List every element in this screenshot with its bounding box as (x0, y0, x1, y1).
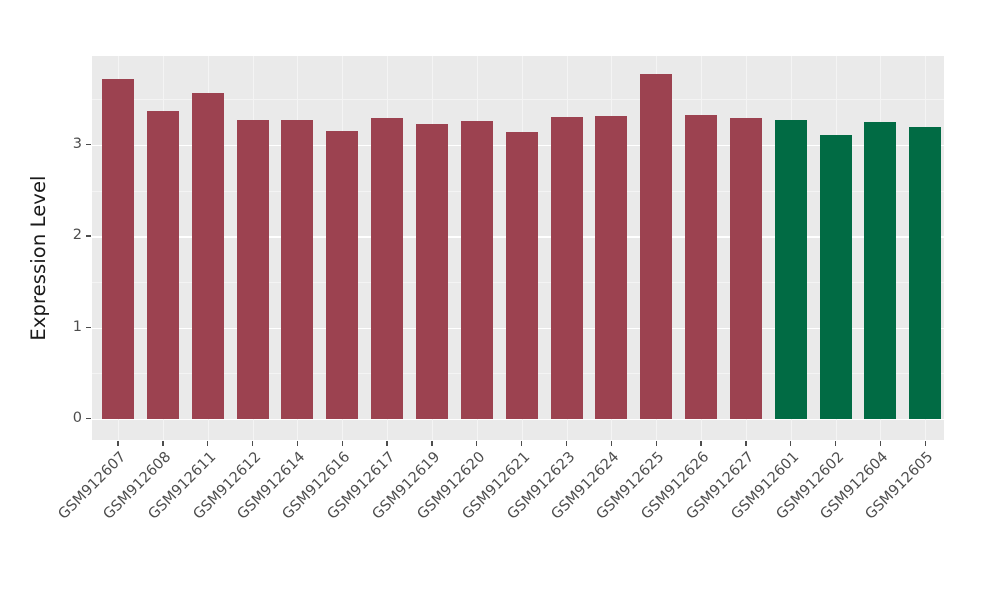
y-tick-label: 0 (72, 410, 82, 426)
y-tick-mark (86, 418, 91, 420)
x-tick-mark (207, 441, 209, 446)
x-tick-mark (476, 441, 478, 446)
x-tick-mark (162, 441, 164, 446)
bar-GSM912623[interactable] (550, 116, 583, 419)
bar-GSM912627[interactable] (729, 117, 762, 419)
x-tick-mark (924, 441, 926, 446)
x-tick-label-GSM912607: GSM912607 (0, 449, 130, 602)
bar-GSM912605[interactable] (909, 126, 942, 419)
y-tick-mark (86, 144, 91, 146)
x-tick-mark (251, 441, 254, 446)
bar-GSM912621[interactable] (505, 132, 538, 419)
y-tick-mark (86, 326, 91, 329)
plot-panel (92, 56, 944, 440)
x-tick-mark (520, 441, 523, 446)
bar-GSM912616[interactable] (326, 130, 359, 419)
bar-GSM912608[interactable] (146, 111, 179, 419)
bar-GSM912617[interactable] (371, 117, 404, 419)
bar-GSM912611[interactable] (191, 93, 224, 419)
y-tick-label: 2 (72, 227, 82, 244)
y-tick-mark (86, 235, 91, 237)
bar-GSM912620[interactable] (460, 121, 493, 419)
x-tick-mark (386, 441, 388, 446)
bar-GSM912614[interactable] (281, 120, 314, 419)
bar-GSM912602[interactable] (819, 135, 852, 419)
x-tick-mark (790, 441, 792, 446)
gridline-major (92, 419, 944, 421)
x-tick-mark (341, 441, 343, 446)
x-tick-mark (745, 441, 747, 446)
gridline-minor (92, 99, 944, 101)
bar-GSM912607[interactable] (102, 79, 134, 419)
bar-GSM912601[interactable] (774, 119, 807, 419)
x-tick-mark (879, 441, 882, 446)
y-tick-label: 1 (72, 318, 82, 335)
x-tick-mark (565, 441, 568, 446)
bar-GSM912612[interactable] (236, 120, 269, 419)
x-tick-mark (610, 441, 613, 446)
x-tick-mark (117, 441, 119, 446)
bar-GSM912626[interactable] (685, 114, 718, 419)
y-tick-label: 3 (72, 136, 82, 153)
x-tick-mark (431, 441, 433, 446)
x-tick-mark (700, 441, 702, 446)
bar-GSM912604[interactable] (864, 122, 897, 419)
x-tick-mark (834, 441, 837, 446)
bar-GSM912624[interactable] (595, 115, 628, 419)
bar-GSM912625[interactable] (640, 73, 673, 419)
x-tick-mark (296, 441, 299, 446)
x-tick-mark (655, 441, 657, 446)
bar-GSM912619[interactable] (415, 124, 448, 419)
